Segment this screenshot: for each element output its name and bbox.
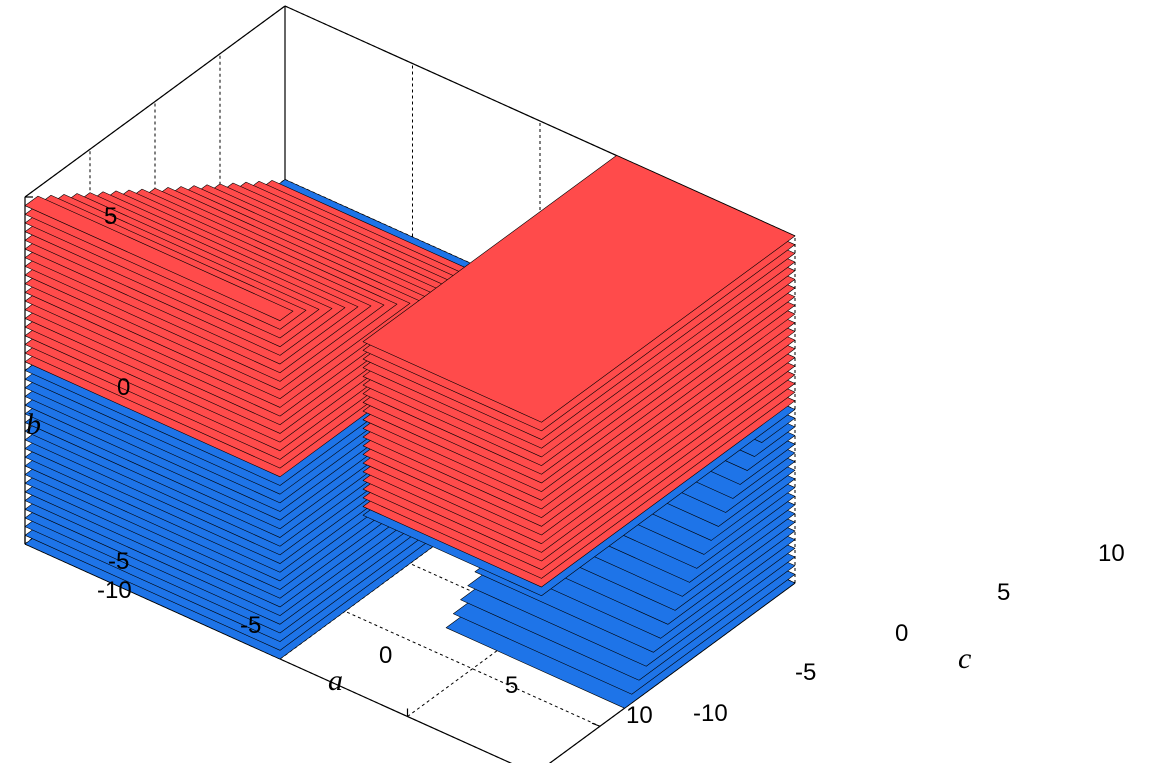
slice-left-upper xyxy=(24,195,294,321)
tick-layer: 5 0 -5 -10 -5 0 5 10 -10 -5 0 5 10 b a c xyxy=(26,203,1125,729)
tick-label-a-3: 0 xyxy=(379,642,392,669)
tick-label-a-2: -5 xyxy=(240,612,261,639)
tick-label-a-1: -10 xyxy=(97,577,132,604)
tick-label-b-bottom: -5 xyxy=(108,548,129,575)
axis-label-b: b xyxy=(26,408,41,441)
axis-label-c: c xyxy=(958,642,971,675)
tick-mark-c xyxy=(591,722,601,727)
tick-label-c-1: -10 xyxy=(693,700,728,727)
tick-label-a-5: 10 xyxy=(626,702,653,729)
tick-label-b-middle: 0 xyxy=(117,374,130,401)
slice-right-upper xyxy=(362,155,796,423)
box-edge-top-left xyxy=(24,5,286,198)
plane-layer xyxy=(24,155,796,709)
tick-label-c-4: 5 xyxy=(997,579,1010,606)
axis-label-a: a xyxy=(328,664,343,697)
tick-label-a-4: 5 xyxy=(505,672,518,699)
tick-label-c-5: 10 xyxy=(1098,540,1125,567)
tick-label-c-2: -5 xyxy=(795,659,816,686)
tick-label-b-top: 5 xyxy=(104,203,117,230)
tick-label-c-3: 0 xyxy=(895,620,908,647)
